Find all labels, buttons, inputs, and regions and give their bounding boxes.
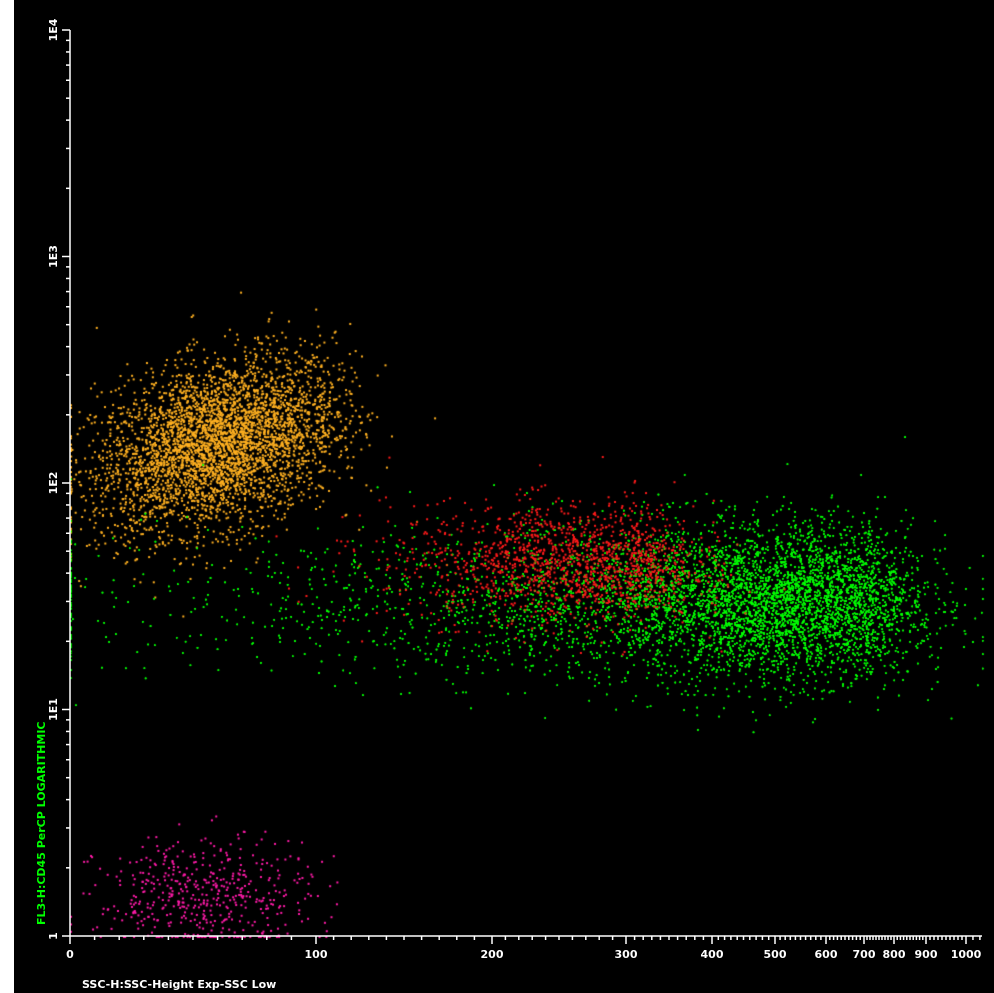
flow-cytometry-dotplot: 1 1E1 1E2 1E3 1E4 0 100 200 300 400 500 600 700 800 90… <box>14 0 994 993</box>
x-tick-label: 600 <box>815 948 838 961</box>
y-tick-label: 1E2 <box>47 472 60 495</box>
y-axis-title: FL3-H:CD45 PerCP LOGARITHMIC <box>35 722 48 926</box>
x-tick-label: 0 <box>66 948 74 961</box>
x-tick-label: 500 <box>764 948 787 961</box>
x-tick-label: 800 <box>883 948 906 961</box>
points-layer <box>14 0 994 993</box>
x-tick-label: 400 <box>701 948 724 961</box>
axes-layer: 1 1E1 1E2 1E3 1E4 0 100 200 300 400 500 600 700 800 90… <box>47 18 982 961</box>
y-tick-label: 1E3 <box>47 245 60 268</box>
plot-panel: 1 1E1 1E2 1E3 1E4 0 100 200 300 400 500 600 700 800 90… <box>14 0 994 993</box>
series-4-points <box>14 0 994 993</box>
y-tick-label: 1 <box>47 932 60 940</box>
y-tick-label: 1E1 <box>47 698 60 721</box>
y-tick-label: 1E4 <box>47 18 60 41</box>
series-4-canvas <box>14 0 994 993</box>
x-tick-label: 700 <box>853 948 876 961</box>
x-tick-label: 1000 <box>951 948 982 961</box>
x-tick-label: 100 <box>305 948 328 961</box>
x-tick-label: 300 <box>615 948 638 961</box>
x-tick-label: 200 <box>481 948 504 961</box>
x-tick-label: 900 <box>915 948 938 961</box>
x-axis-title: SSC-H:SSC-Height Exp-SSC Low <box>82 978 276 991</box>
